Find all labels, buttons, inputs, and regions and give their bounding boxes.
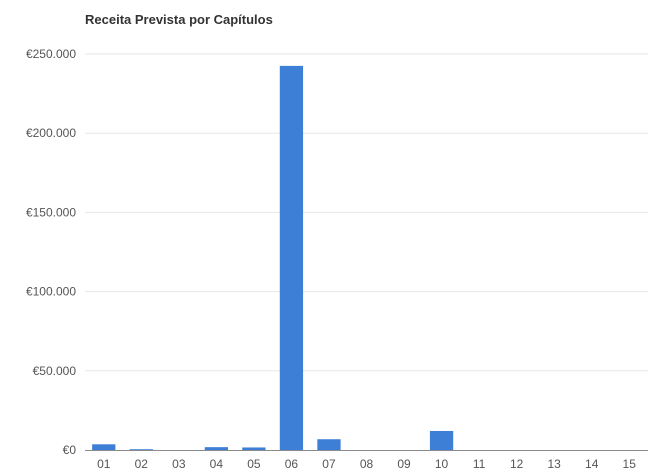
x-tick-label: 13 bbox=[547, 457, 561, 471]
y-tick-label: €100.000 bbox=[26, 285, 76, 299]
x-tick-label: 04 bbox=[210, 457, 224, 471]
y-tick-label: €250.000 bbox=[26, 47, 76, 61]
bar-04 bbox=[204, 447, 229, 450]
y-tick-label: €150.000 bbox=[26, 205, 76, 219]
x-tick-label: 06 bbox=[285, 457, 299, 471]
chart-title: Receita Prevista por Capítulos bbox=[85, 12, 273, 27]
x-tick-label: 15 bbox=[623, 457, 637, 471]
x-tick-label: 03 bbox=[172, 457, 186, 471]
x-axis-tick-labels: 01 02 03 04 05 06 07 08 09 10 11 12 13 14 15 bbox=[97, 457, 636, 471]
grid-lines bbox=[85, 53, 648, 372]
x-tick-label: 09 bbox=[397, 457, 411, 471]
bar-01 bbox=[92, 444, 116, 450]
bar-05 bbox=[242, 447, 266, 450]
y-axis-tick-labels: €0 €50.000 €100.000 €150.000 €200.000 €250.00… bbox=[26, 47, 76, 457]
bar-02 bbox=[129, 449, 153, 450]
bars bbox=[92, 65, 454, 450]
x-tick-label: 14 bbox=[585, 457, 599, 471]
y-tick-label: €50.000 bbox=[33, 364, 77, 378]
x-tick-label: 11 bbox=[473, 457, 486, 471]
bar-10 bbox=[429, 430, 454, 450]
x-tick-label: 05 bbox=[247, 457, 261, 471]
x-tick-label: 10 bbox=[435, 457, 449, 471]
x-tick-label: 07 bbox=[322, 457, 336, 471]
x-tick-label: 12 bbox=[510, 457, 524, 471]
y-tick-label: €0 bbox=[63, 443, 77, 457]
bar-07 bbox=[317, 439, 341, 450]
y-tick-label: €200.000 bbox=[26, 126, 76, 140]
x-tick-label: 08 bbox=[360, 457, 374, 471]
x-tick-label: 02 bbox=[135, 457, 149, 471]
x-tick-label: 01 bbox=[97, 457, 111, 471]
bar-06 bbox=[279, 65, 304, 450]
